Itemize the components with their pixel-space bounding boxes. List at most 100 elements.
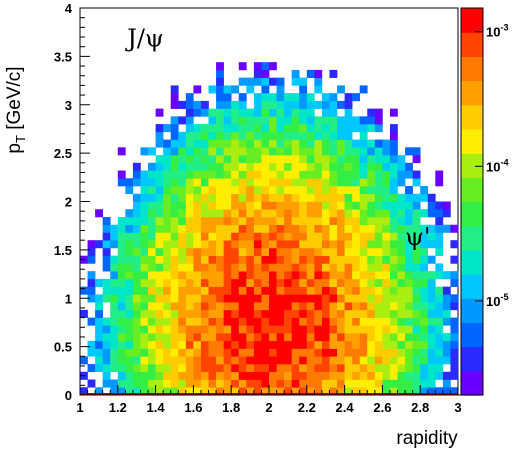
heatmap-cell: [216, 170, 224, 179]
heatmap-cell: [148, 333, 156, 342]
heatmap-cell: [314, 333, 323, 342]
y-tick-label: 0.5: [54, 340, 72, 355]
heatmap-cell: [193, 333, 202, 342]
heatmap-cell: [314, 294, 323, 303]
heatmap-cell: [170, 100, 179, 109]
heatmap-cell: [397, 240, 406, 249]
heatmap-cell: [337, 178, 345, 187]
heatmap-cell: [412, 170, 421, 179]
heatmap-cell: [367, 155, 376, 164]
heatmap-cell: [246, 155, 255, 164]
heatmap-cell: [95, 294, 103, 303]
heatmap-cell: [306, 387, 315, 396]
heatmap-cell: [276, 309, 285, 318]
heatmap-cell: [155, 131, 164, 140]
heatmap-cell: [253, 186, 262, 195]
heatmap-cell: [276, 302, 285, 311]
heatmap-cell: [185, 201, 194, 210]
heatmap-cell: [420, 364, 429, 373]
heatmap-cell: [261, 348, 270, 357]
heatmap-cell: [420, 209, 429, 218]
heatmap-cell: [185, 348, 194, 357]
heatmap-cell: [299, 178, 308, 187]
heatmap-cell: [193, 325, 202, 334]
heatmap-cell: [178, 147, 187, 156]
heatmap-cell: [231, 201, 240, 210]
heatmap-cell: [208, 178, 217, 187]
heatmap-cell: [102, 278, 111, 287]
heatmap-cell: [389, 348, 398, 357]
heatmap-cell: [246, 325, 255, 334]
heatmap-cell: [246, 193, 255, 202]
heatmap-cell: [306, 69, 315, 78]
heatmap-cell: [389, 178, 398, 187]
heatmap-cell: [261, 108, 270, 117]
heatmap-cell: [420, 317, 429, 326]
heatmap-cell: [253, 108, 262, 117]
heatmap-cell: [276, 93, 285, 102]
heatmap-cell: [435, 348, 444, 357]
heatmap-cell: [299, 309, 308, 318]
heatmap-cell: [261, 263, 270, 272]
heatmap-cell: [314, 170, 323, 179]
heatmap-cell: [223, 309, 232, 318]
heatmap-cell: [367, 186, 376, 195]
heatmap-cell: [314, 201, 323, 210]
heatmap-cell: [389, 247, 398, 256]
heatmap-cell: [405, 302, 413, 311]
heatmap-cell: [397, 340, 406, 349]
heatmap-cell: [148, 255, 156, 264]
heatmap-cell: [216, 131, 224, 140]
heatmap-cell: [216, 209, 224, 218]
heatmap-cell: [200, 100, 209, 109]
heatmap-cell: [291, 178, 300, 187]
heatmap-cell: [208, 271, 217, 280]
heatmap-cell: [374, 333, 383, 342]
heatmap-cell: [269, 379, 277, 388]
heatmap-cell: [200, 302, 209, 311]
heatmap-cell: [216, 255, 224, 264]
heatmap-cell: [299, 170, 308, 179]
heatmap-cell: [359, 162, 368, 171]
heatmap-cell: [246, 317, 255, 326]
heatmap-cell: [314, 286, 323, 295]
heatmap-cell: [321, 186, 330, 195]
heatmap-cell: [223, 364, 232, 373]
heatmap-cell: [291, 124, 300, 133]
heatmap-cell: [208, 131, 217, 140]
heatmap-cell: [163, 356, 172, 365]
heatmap-cell: [352, 155, 361, 164]
heatmap-cell: [344, 178, 353, 187]
heatmap-cell: [155, 356, 164, 365]
heatmap-cell: [269, 93, 277, 102]
heatmap-cell: [117, 240, 126, 249]
heatmap-cell: [261, 309, 270, 318]
heatmap-cell: [269, 356, 277, 365]
heatmap-cell: [276, 294, 285, 303]
heatmap-cell: [117, 147, 126, 156]
heatmap-cell: [337, 247, 345, 256]
heatmap-cell: [359, 371, 368, 380]
heatmap-cell: [352, 201, 361, 210]
heatmap-cell: [405, 147, 413, 156]
heatmap-cell: [442, 348, 451, 357]
heatmap-cell: [261, 371, 270, 380]
heatmap-cell: [352, 255, 361, 264]
heatmap-cell: [253, 224, 262, 233]
heatmap-cell: [117, 387, 126, 396]
heatmap-cell: [314, 131, 323, 140]
heatmap-cell: [163, 209, 172, 218]
heatmap-cell: [337, 186, 345, 195]
heatmap-cell: [208, 209, 217, 218]
heatmap-cell: [170, 302, 179, 311]
heatmap-cell: [102, 294, 111, 303]
heatmap-cell: [284, 317, 292, 326]
heatmap-cell: [450, 387, 459, 396]
heatmap-cell: [216, 294, 224, 303]
heatmap-cell: [231, 100, 240, 109]
heatmap-cell: [291, 309, 300, 318]
heatmap-cell: [132, 379, 141, 388]
heatmap-cell: [170, 371, 179, 380]
heatmap-cell: [231, 131, 240, 140]
heatmap-cell: [276, 263, 285, 272]
